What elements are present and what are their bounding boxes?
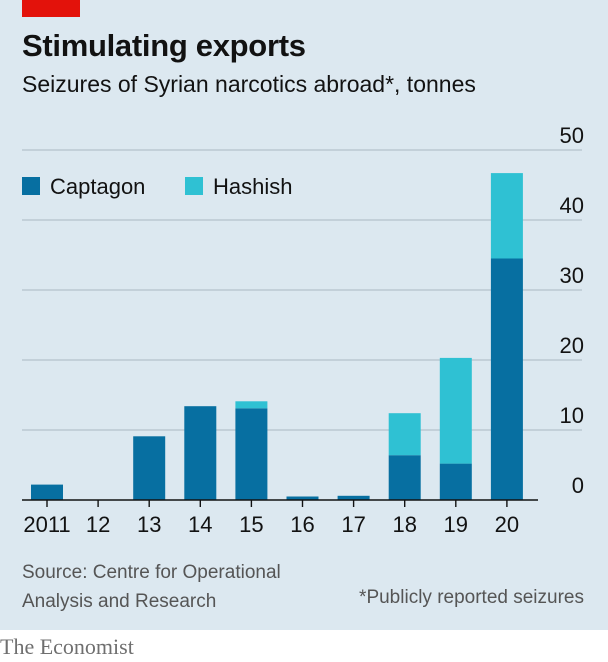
footnote: *Publicly reported seizures xyxy=(359,587,584,608)
legend-swatch-captagon xyxy=(22,177,40,195)
x-tick-label: 17 xyxy=(341,512,365,537)
bar-captagon-19 xyxy=(439,463,472,500)
bar-captagon-14 xyxy=(184,406,217,500)
bar-captagon-15 xyxy=(235,408,268,500)
x-tick-label: 19 xyxy=(444,512,468,537)
source-line-1: Source: Centre for Operational xyxy=(22,562,281,583)
bar-captagon-20 xyxy=(490,258,523,500)
brand-wordmark: The Economist xyxy=(0,634,134,659)
x-tick-label: 20 xyxy=(495,512,519,537)
brand-red-tab xyxy=(22,0,80,17)
bar-hashish-20 xyxy=(490,173,523,259)
bar-hashish-15 xyxy=(235,401,268,409)
bar-captagon-17 xyxy=(337,495,370,500)
stacked-bar-chart: 0 10 20 30 40 50 2011 12 13 14 15 16 17 18 19 20 Captago… xyxy=(22,123,584,537)
bar-hashish-19 xyxy=(439,357,472,464)
y-tick-label: 50 xyxy=(560,123,584,148)
bar-captagon-16 xyxy=(286,496,319,500)
y-tick-label: 20 xyxy=(560,333,584,358)
chart-title: Stimulating exports xyxy=(22,28,306,63)
x-tick-label: 13 xyxy=(137,512,161,537)
bar-captagon-13 xyxy=(133,436,166,500)
x-tick-label: 14 xyxy=(188,512,212,537)
y-tick-label: 30 xyxy=(560,263,584,288)
legend-label-hashish: Hashish xyxy=(213,174,292,199)
y-tick-label: 10 xyxy=(560,403,584,428)
bar-hashish-18 xyxy=(388,413,421,456)
y-tick-label: 40 xyxy=(560,193,584,218)
chart-subtitle: Seizures of Syrian narcotics abroad*, to… xyxy=(22,71,476,97)
x-tick-label: 16 xyxy=(290,512,314,537)
bar-captagon-2011 xyxy=(31,484,63,500)
y-tick-label: 0 xyxy=(572,473,584,498)
x-tick-label: 15 xyxy=(239,512,263,537)
source-note: Source: Centre for Operational Analysis … xyxy=(22,558,342,616)
legend-swatch-hashish xyxy=(185,177,203,195)
x-tick-label: 2011 xyxy=(23,512,70,537)
x-tick-label: 18 xyxy=(392,512,416,537)
bar-captagon-18 xyxy=(388,455,421,500)
x-tick-label: 12 xyxy=(86,512,110,537)
source-line-2: Analysis and Research xyxy=(22,591,217,612)
legend-label-captagon: Captagon xyxy=(50,174,145,199)
